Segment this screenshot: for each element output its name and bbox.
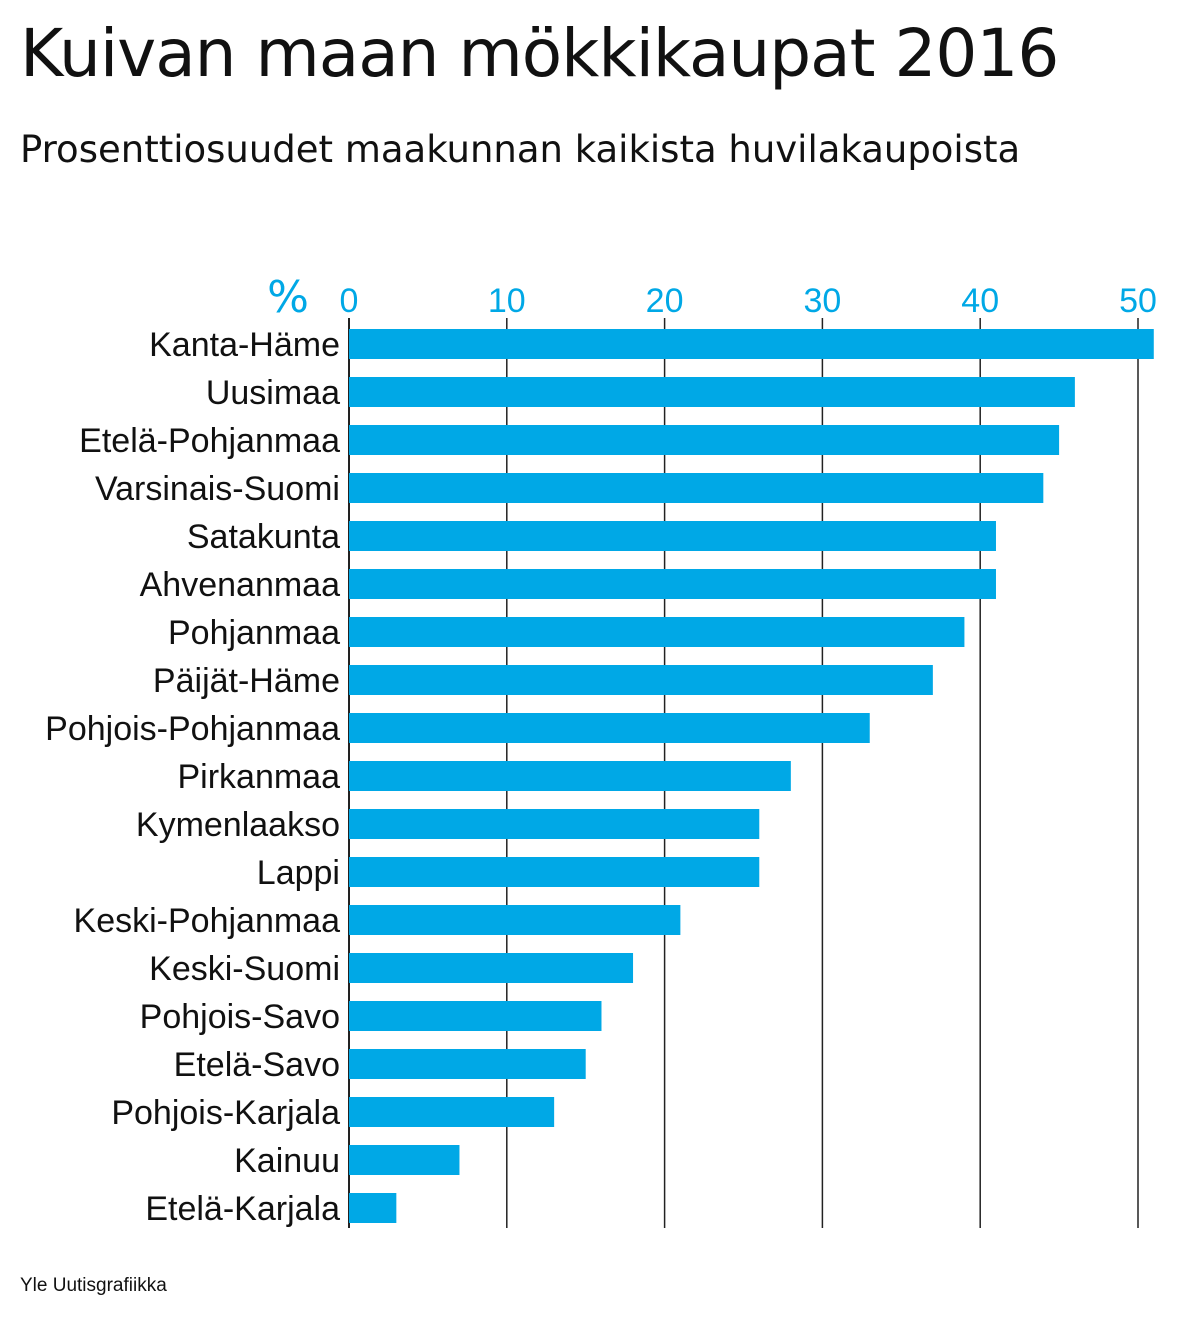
- bar: [349, 1001, 602, 1031]
- bar: [349, 1049, 586, 1079]
- category-label: Satakunta: [187, 518, 340, 556]
- x-tick-label: 30: [803, 282, 841, 320]
- x-axis-unit-label: %: [267, 272, 309, 323]
- category-label: Lappi: [257, 854, 340, 892]
- category-label: Päijät-Häme: [153, 662, 340, 700]
- bar: [349, 473, 1044, 503]
- category-label: Pohjanmaa: [168, 614, 340, 652]
- chart-title: Kuivan maan mökkikaupat 2016: [20, 15, 1059, 92]
- bar: [349, 329, 1154, 359]
- x-tick-label: 40: [961, 282, 999, 320]
- category-label: Pohjois-Pohjanmaa: [45, 710, 340, 748]
- x-tick-label: 50: [1119, 282, 1157, 320]
- category-label: Keski-Pohjanmaa: [74, 902, 341, 940]
- bars: [349, 329, 1154, 1223]
- chart-subtitle: Prosenttiosuudet maakunnan kaikista huvi…: [20, 128, 1021, 171]
- bar: [349, 761, 791, 791]
- bar: [349, 1193, 397, 1223]
- bar: [349, 1145, 460, 1175]
- category-label: Etelä-Savo: [174, 1046, 340, 1084]
- x-tick-label: 0: [340, 282, 359, 320]
- x-tick-label: 10: [488, 282, 526, 320]
- category-label: Keski-Suomi: [149, 950, 340, 988]
- bar: [349, 905, 681, 935]
- category-label: Pohjois-Karjala: [111, 1094, 340, 1132]
- x-tick-label: 20: [646, 282, 684, 320]
- bar: [349, 425, 1060, 455]
- category-label: Ahvenanmaa: [140, 566, 340, 604]
- bar: [349, 809, 760, 839]
- category-label: Kanta-Häme: [149, 326, 340, 364]
- category-label: Uusimaa: [206, 374, 340, 412]
- category-labels: Kanta-Häme Uusimaa Etelä-Pohjanmaa Varsinai…: [45, 326, 340, 1228]
- category-label: Etelä-Pohjanmaa: [79, 422, 340, 460]
- x-tick-labels: 0 10 20 30 40 50: [340, 282, 1157, 320]
- bar: [349, 953, 634, 983]
- bar: [349, 857, 760, 887]
- bar: [349, 521, 996, 551]
- bar: [349, 569, 996, 599]
- category-label: Kymenlaakso: [136, 806, 340, 844]
- bar: [349, 665, 933, 695]
- source-credit: Yle Uutisgrafiikka: [20, 1275, 167, 1296]
- bar: [349, 377, 1075, 407]
- category-label: Varsinais-Suomi: [95, 470, 340, 508]
- category-label: Etelä-Karjala: [145, 1190, 340, 1228]
- bar: [349, 617, 965, 647]
- category-label: Pohjois-Savo: [140, 998, 340, 1036]
- bar: [349, 713, 870, 743]
- category-label: Pirkanmaa: [177, 758, 340, 796]
- bar: [349, 1097, 555, 1127]
- category-label: Kainuu: [234, 1142, 340, 1180]
